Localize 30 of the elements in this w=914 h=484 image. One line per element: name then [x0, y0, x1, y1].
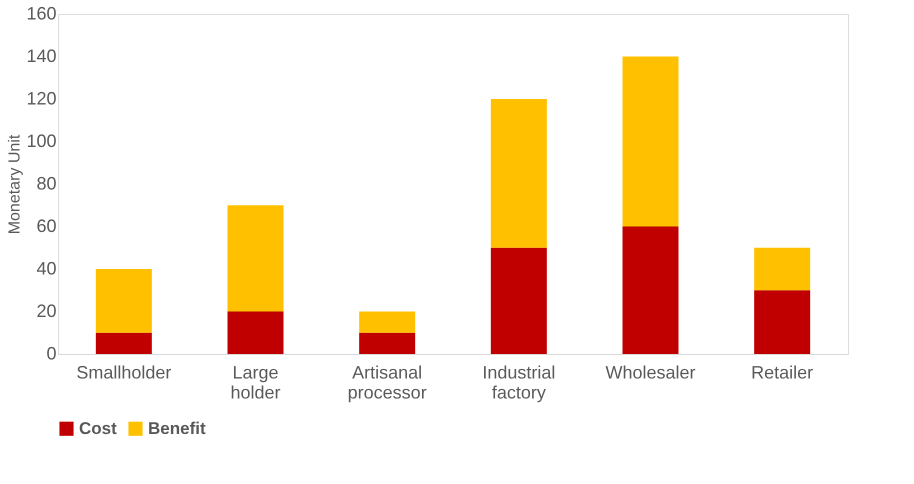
y-tick-label: 80	[36, 174, 56, 194]
legend-label: Cost	[79, 418, 118, 438]
x-tick-label: Artisanal processor	[348, 362, 427, 402]
y-tick-label: 140	[26, 46, 56, 66]
y-tick-label: 160	[26, 4, 56, 24]
bar	[622, 226, 678, 354]
bar	[490, 99, 547, 248]
x-tick-label: Industrial factory	[482, 362, 556, 402]
y-axis-title: Monetary Unit	[6, 134, 24, 234]
x-tick-label: Large holder	[230, 362, 281, 402]
bar	[754, 290, 810, 354]
legend-label: Benefit	[148, 418, 206, 438]
bar	[754, 248, 810, 290]
bar	[96, 269, 152, 333]
x-tick-label: Smallholder	[76, 362, 172, 382]
y-tick-label: 120	[26, 88, 56, 108]
x-tick-label: Retailer	[751, 362, 814, 382]
bar	[96, 332, 152, 354]
bar	[622, 56, 678, 226]
x-tick-label: Wholesaler	[605, 362, 696, 382]
y-tick-label: 40	[36, 258, 56, 278]
bar	[490, 248, 547, 354]
bar	[228, 205, 284, 312]
y-tick-label: 0	[46, 344, 56, 364]
y-tick-label: 100	[26, 131, 56, 151]
y-tick-label: 20	[36, 301, 56, 321]
y-tick-label: 60	[36, 216, 56, 236]
bar	[359, 312, 416, 333]
bar	[228, 312, 284, 354]
bar	[359, 332, 416, 354]
